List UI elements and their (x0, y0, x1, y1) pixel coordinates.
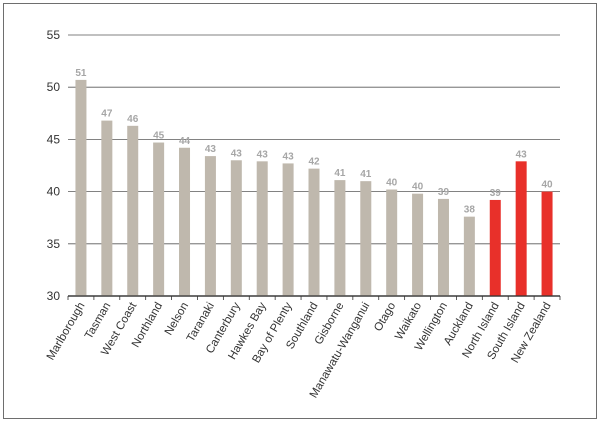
bar (153, 142, 165, 296)
data-label: 39 (490, 188, 502, 199)
bar (360, 181, 372, 296)
bar (515, 161, 527, 296)
bar (75, 79, 87, 296)
data-label: 43 (205, 144, 217, 155)
bar (127, 125, 139, 296)
y-tick-label: 45 (47, 132, 61, 146)
y-tick-label: 40 (47, 185, 61, 199)
y-tick-label: 55 (47, 28, 61, 42)
data-label: 44 (179, 136, 191, 147)
data-label: 43 (257, 149, 269, 160)
x-tick-label: Marlborough (45, 301, 88, 363)
bar (489, 199, 501, 296)
data-label: 38 (464, 205, 476, 216)
y-tick-label: 50 (47, 80, 61, 94)
data-label: 46 (127, 114, 139, 125)
bar (308, 168, 320, 296)
data-label: 39 (438, 187, 450, 198)
bar (412, 193, 424, 296)
bar (256, 161, 268, 296)
data-labels: 51 47 46 45 44 43 43 43 43 42 41 41 40 40 39 38 39 43 40 (75, 68, 553, 216)
bar (282, 163, 294, 296)
bar (101, 120, 113, 296)
data-label: 47 (101, 109, 113, 120)
data-label: 42 (308, 157, 320, 168)
data-label: 43 (231, 148, 243, 159)
y-tick-label: 30 (47, 289, 61, 303)
y-axis-ticks: 30 35 40 45 50 55 (47, 28, 61, 303)
data-label: 43 (516, 149, 528, 160)
bar (334, 180, 346, 296)
bar (541, 191, 553, 296)
bar (179, 147, 191, 296)
y-tick-label: 35 (47, 237, 61, 251)
bar (386, 189, 398, 296)
data-label: 45 (153, 131, 165, 142)
bar (204, 156, 216, 296)
bar (437, 198, 449, 296)
data-label: 40 (386, 178, 398, 189)
x-tick-label: Nelson (163, 301, 191, 338)
data-label: 40 (412, 182, 424, 193)
data-label: 41 (334, 168, 346, 179)
data-label: 51 (75, 68, 87, 79)
bars (75, 79, 553, 296)
data-label: 43 (283, 151, 295, 162)
bar (230, 160, 242, 296)
data-label: 41 (360, 169, 372, 180)
bar (463, 216, 475, 296)
data-label: 40 (541, 180, 553, 191)
x-tick-label: Otago (372, 301, 398, 334)
